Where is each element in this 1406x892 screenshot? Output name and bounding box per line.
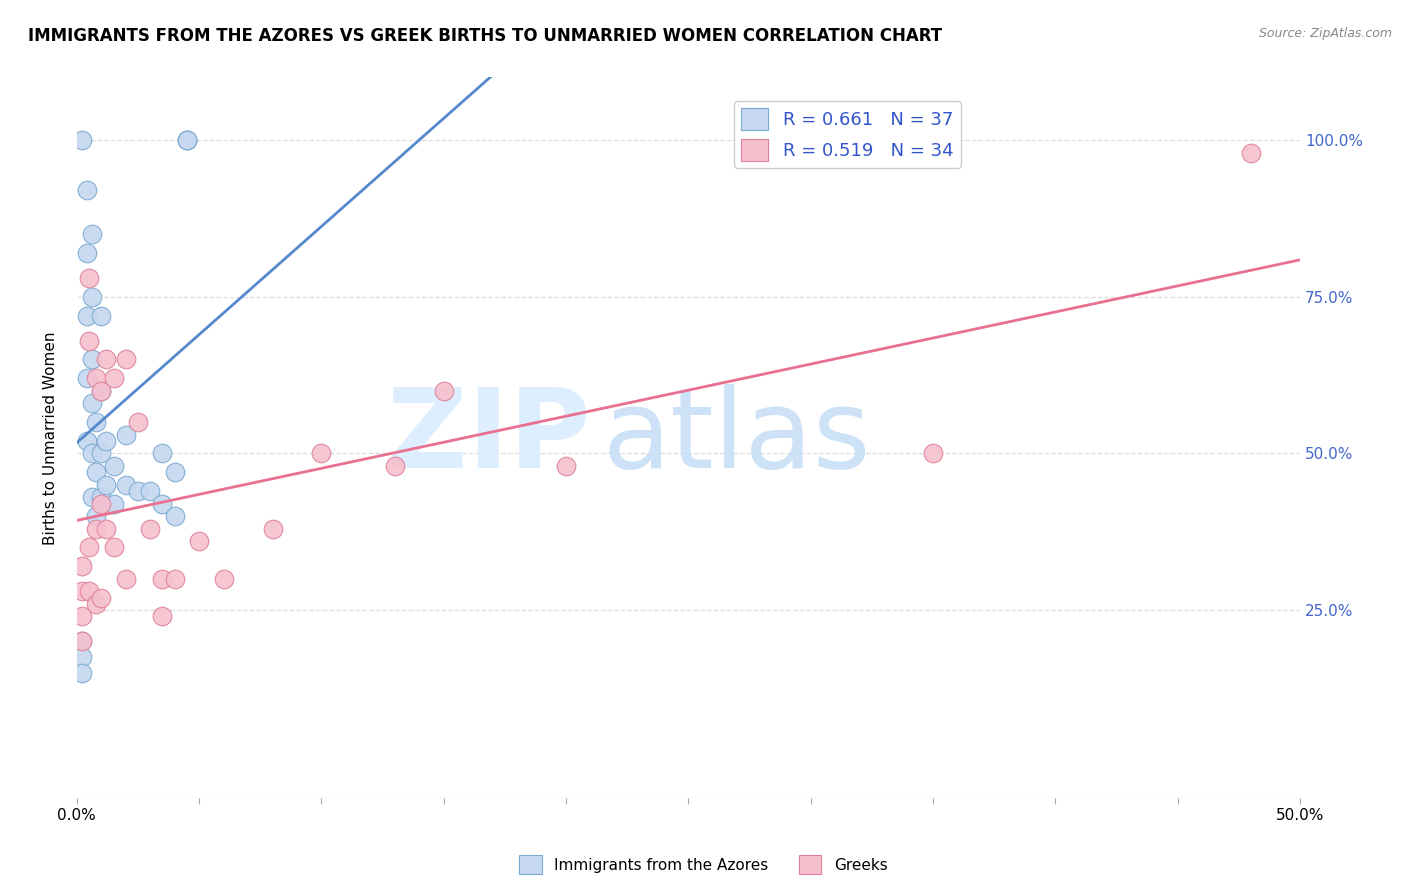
Point [86,597,108,611]
Point [114,427,136,442]
Point [80,290,103,304]
Point [163,465,186,479]
Point [96,477,118,491]
Point [86,465,108,479]
Point [90,591,112,605]
Point [1240,145,1263,160]
Point [80,396,103,410]
Point [90,490,112,504]
Point [139,483,162,498]
Point [70,584,93,599]
Point [70,133,93,147]
Point [152,446,174,460]
Point [163,509,186,524]
Point [76,246,98,260]
Point [139,522,162,536]
Point [103,497,125,511]
Point [96,352,118,367]
Point [176,133,198,147]
Point [262,522,284,536]
Point [433,384,456,398]
Point [86,371,108,385]
Point [80,490,103,504]
Point [127,483,149,498]
Point [176,133,198,147]
Point [80,352,103,367]
Point [80,446,103,460]
Point [80,227,103,241]
Point [311,446,333,460]
Point [90,497,112,511]
Point [77,541,100,555]
Legend: Immigrants from the Azores, Greeks: Immigrants from the Azores, Greeks [512,849,894,880]
Text: IMMIGRANTS FROM THE AZORES VS GREEK BIRTHS TO UNMARRIED WOMEN CORRELATION CHART: IMMIGRANTS FROM THE AZORES VS GREEK BIRT… [28,27,942,45]
Point [86,415,108,429]
Point [86,509,108,524]
Point [70,634,93,648]
Point [77,271,100,285]
Point [114,352,136,367]
Point [90,384,112,398]
Point [77,584,100,599]
Point [76,371,98,385]
Point [212,572,235,586]
Point [163,572,186,586]
Point [76,183,98,197]
Point [70,609,93,624]
Point [70,650,93,665]
Point [152,609,174,624]
Point [76,434,98,448]
Point [103,371,125,385]
Point [70,665,93,680]
Point [90,384,112,398]
Point [77,334,100,348]
Point [384,458,406,473]
Point [555,458,578,473]
Point [114,477,136,491]
Text: Source: ZipAtlas.com: Source: ZipAtlas.com [1258,27,1392,40]
Point [96,522,118,536]
Legend: R = 0.661   N = 37, R = 0.519   N = 34: R = 0.661 N = 37, R = 0.519 N = 34 [734,101,960,169]
Point [176,133,198,147]
Point [127,415,149,429]
Point [86,522,108,536]
Y-axis label: Births to Unmarried Women: Births to Unmarried Women [44,331,58,544]
Point [70,634,93,648]
Point [114,572,136,586]
Point [76,309,98,323]
Point [90,309,112,323]
Point [103,541,125,555]
Point [188,534,211,549]
Point [96,434,118,448]
Point [152,572,174,586]
Point [90,446,112,460]
Point [70,559,93,574]
Point [152,497,174,511]
Point [103,458,125,473]
Point [922,446,945,460]
Text: ZIP: ZIP [387,384,591,491]
Text: atlas: atlas [603,384,872,491]
